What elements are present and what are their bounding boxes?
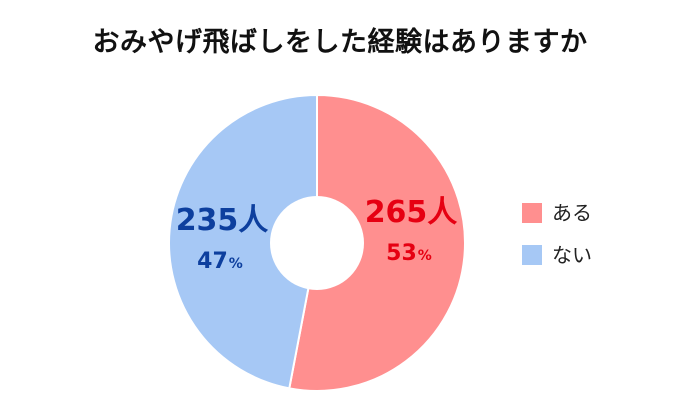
legend-swatch-aru (522, 203, 542, 223)
data-label-count-nai: 235人 (176, 203, 269, 238)
data-label-count-aru: 265人 (365, 195, 458, 230)
slices-group (168, 93, 466, 392)
slice-aru (288, 93, 466, 392)
donut-hole (270, 196, 364, 290)
chart-title: おみやげ飛ばしをした経験はありますか (92, 27, 588, 58)
data-labels-group: 265人 53% 235人 47% (176, 195, 458, 274)
legend-label-nai: ない (552, 243, 592, 267)
slice-nai (168, 93, 318, 390)
legend-label-aru: ある (552, 201, 592, 225)
legend-swatch-nai (522, 245, 542, 265)
data-label-percent-nai: 47% (197, 249, 243, 274)
data-label-percent-aru: 53% (386, 241, 432, 266)
